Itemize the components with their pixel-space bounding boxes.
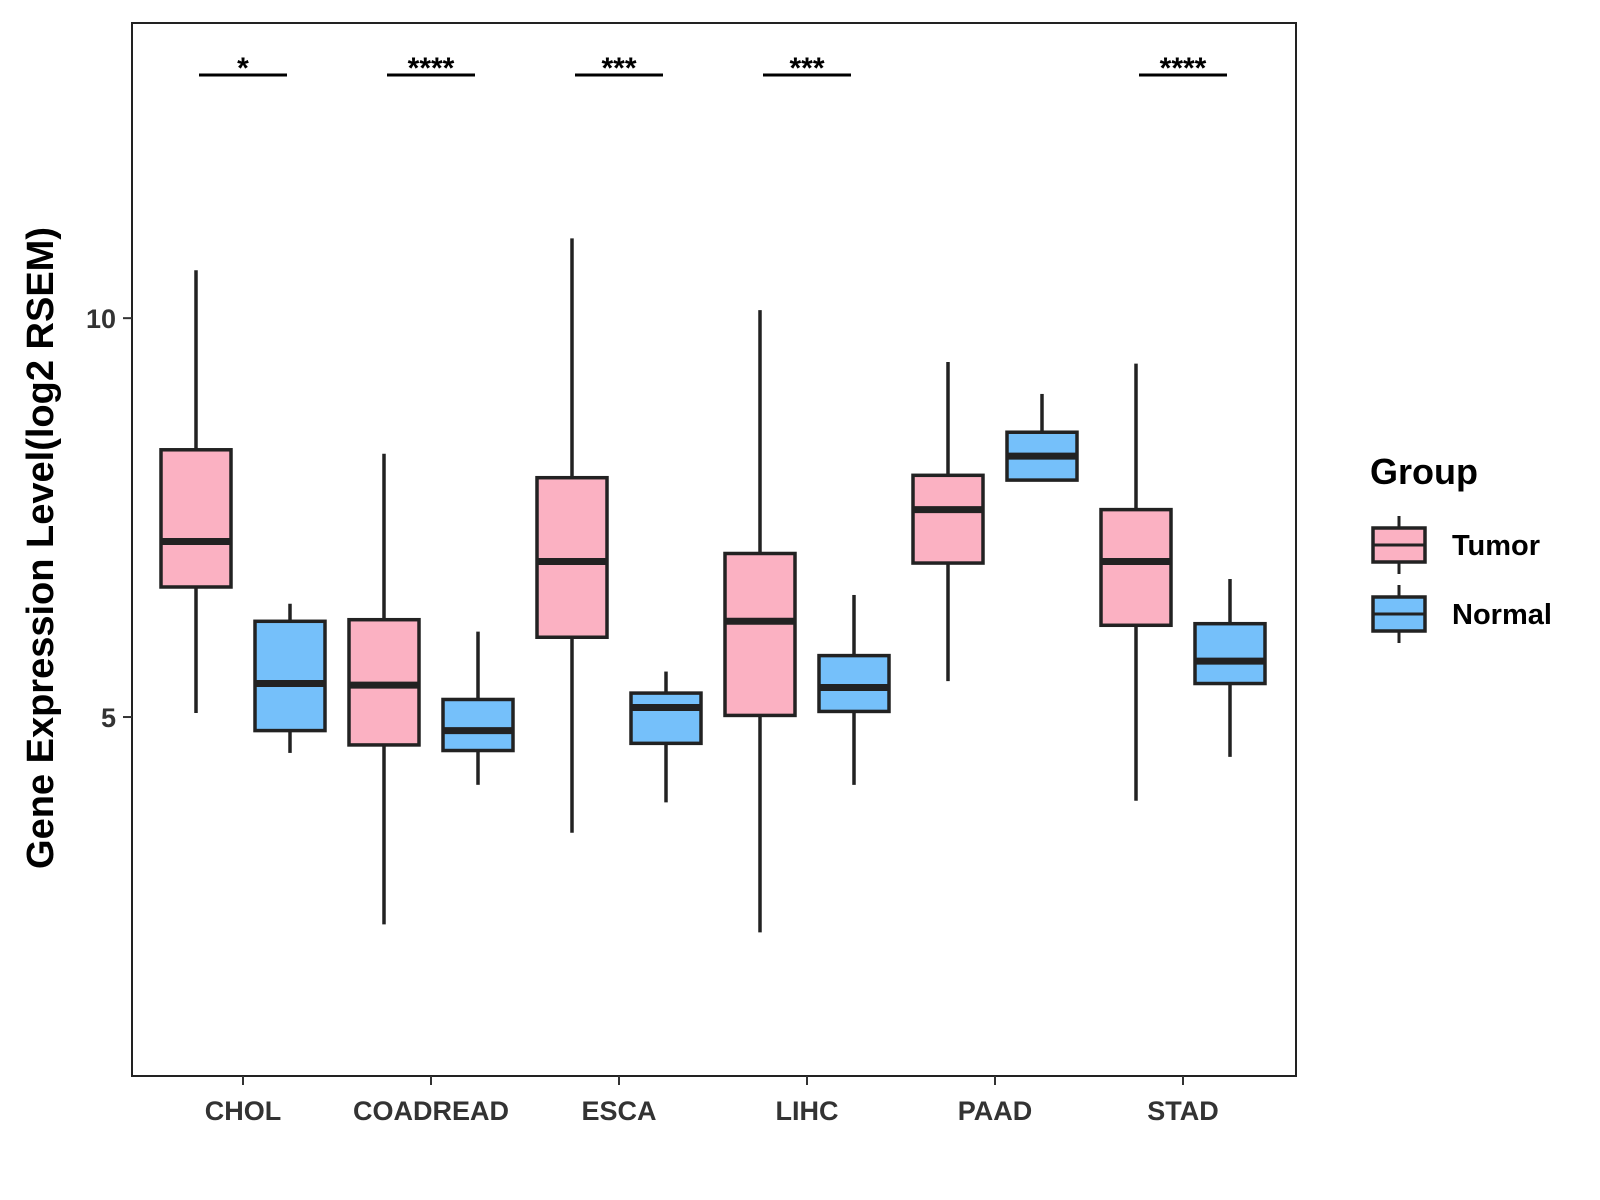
box-iqr <box>1193 621 1267 686</box>
box-tumor-chol <box>159 270 233 714</box>
x-tick-label: COADREAD <box>353 1096 509 1126</box>
box-normal-esca <box>629 671 703 803</box>
significance-label: **** <box>408 52 455 85</box>
x-tick-label: ESCA <box>581 1096 656 1126</box>
x-tick-label: CHOL <box>205 1096 282 1126</box>
legend-item-normal: Normal <box>1371 585 1552 643</box>
box-normal-coadread <box>441 631 515 785</box>
box-tumor-paad <box>911 362 985 682</box>
box-normal-paad <box>1005 393 1079 482</box>
box-iqr <box>441 697 515 753</box>
box-tumor-coadread <box>347 453 421 925</box>
y-axis-label: Gene Expression Level(log2 RSEM) <box>20 227 62 869</box>
box-iqr <box>911 473 985 565</box>
box-iqr <box>1099 507 1173 628</box>
box-tumor-esca <box>535 238 609 833</box>
box-tumor-lihc <box>723 310 797 933</box>
x-tick-label: LIHC <box>776 1096 839 1126</box>
box-iqr <box>723 551 797 718</box>
box-normal-lihc <box>817 594 891 785</box>
box-tumor-stad <box>1099 363 1173 801</box>
axis-layer: 5 10 CHOL COADREAD ESCA LIHC PAAD STAD <box>86 304 1219 1126</box>
significance-label: **** <box>1160 52 1207 85</box>
y-tick-label: 10 <box>86 304 116 334</box>
box-iqr <box>817 653 891 714</box>
y-tick-label: 5 <box>101 703 116 733</box>
box-iqr <box>629 691 703 746</box>
legend-item-tumor: Tumor <box>1371 516 1540 574</box>
box-iqr <box>159 448 233 589</box>
box-normal-stad <box>1193 579 1267 757</box>
box-normal-chol <box>253 603 327 753</box>
box-iqr <box>535 475 609 640</box>
x-tick-label: PAAD <box>958 1096 1033 1126</box>
significance-label: * <box>237 52 249 85</box>
box-iqr <box>253 619 327 733</box>
legend-title: Group <box>1370 451 1478 492</box>
x-tick-label: STAD <box>1147 1096 1219 1126</box>
significance-label: *** <box>789 52 824 85</box>
significance-label: *** <box>601 52 636 85</box>
legend: Group Tumor Normal <box>1370 451 1552 643</box>
boxes-layer <box>159 238 1267 933</box>
significance-layer: * **** *** *** **** <box>199 52 1227 85</box>
legend-label: Tumor <box>1452 530 1540 562</box>
legend-label: Normal <box>1452 599 1552 631</box>
